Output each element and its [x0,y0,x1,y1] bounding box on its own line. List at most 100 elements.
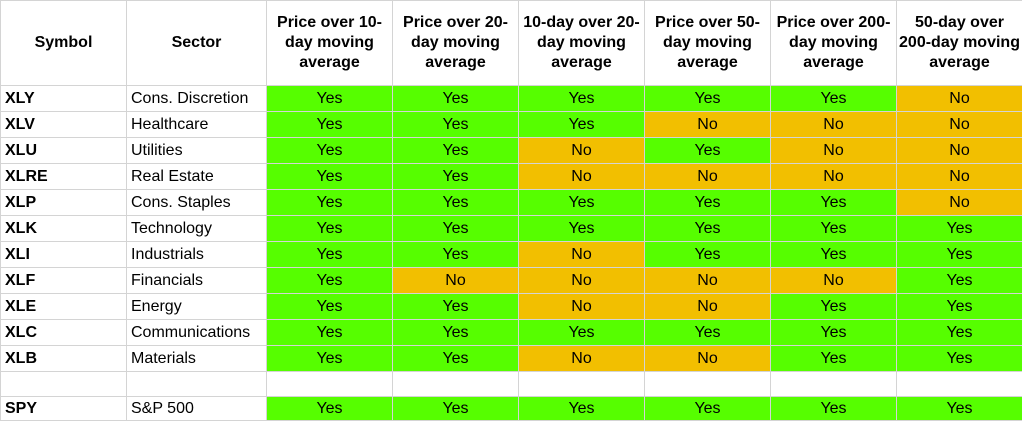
signal-cell[interactable]: Yes [518,111,645,138]
signal-cell[interactable]: Yes [392,137,519,164]
signal-cell[interactable]: No [518,267,645,294]
empty-cell[interactable] [896,371,1022,397]
signal-cell[interactable]: Yes [644,215,771,242]
signal-cell[interactable]: No [896,189,1022,216]
signal-cell[interactable]: No [896,111,1022,138]
sector-cell[interactable]: Healthcare [126,111,267,138]
signal-cell[interactable]: Yes [266,267,393,294]
symbol-cell[interactable]: XLK [0,215,127,242]
signal-cell[interactable]: No [644,267,771,294]
signal-cell[interactable]: Yes [392,163,519,190]
signal-cell[interactable]: Yes [392,345,519,372]
signal-cell[interactable]: Yes [392,85,519,112]
signal-cell[interactable]: No [644,111,771,138]
signal-cell[interactable]: Yes [392,215,519,242]
signal-cell[interactable]: Yes [518,189,645,216]
signal-cell[interactable]: Yes [392,241,519,268]
signal-cell[interactable]: No [644,163,771,190]
empty-cell[interactable] [770,371,897,397]
signal-cell[interactable]: Yes [266,189,393,216]
symbol-cell[interactable]: XLI [0,241,127,268]
symbol-cell[interactable]: XLB [0,345,127,372]
signal-cell[interactable]: Yes [266,293,393,320]
empty-cell[interactable] [266,371,393,397]
signal-cell[interactable]: Yes [770,189,897,216]
signal-cell[interactable]: Yes [770,85,897,112]
empty-cell[interactable] [392,371,519,397]
signal-cell[interactable]: Yes [266,215,393,242]
sector-cell[interactable]: S&P 500 [126,396,267,421]
empty-cell[interactable] [518,371,645,397]
signal-cell[interactable]: Yes [770,215,897,242]
signal-cell[interactable]: Yes [392,396,519,421]
signal-cell[interactable]: Yes [518,85,645,112]
signal-cell[interactable]: No [896,163,1022,190]
signal-cell[interactable]: Yes [266,396,393,421]
signal-cell[interactable]: No [770,163,897,190]
signal-cell[interactable]: Yes [644,319,771,346]
symbol-cell[interactable]: XLP [0,189,127,216]
empty-cell[interactable] [0,371,127,397]
signal-cell[interactable]: No [518,137,645,164]
sector-cell[interactable]: Materials [126,345,267,372]
symbol-cell[interactable]: XLRE [0,163,127,190]
sector-cell[interactable]: Technology [126,215,267,242]
sector-cell[interactable]: Financials [126,267,267,294]
signal-cell[interactable]: Yes [266,111,393,138]
signal-cell[interactable]: Yes [392,319,519,346]
signal-cell[interactable]: Yes [896,293,1022,320]
signal-cell[interactable]: Yes [266,137,393,164]
sector-cell[interactable]: Energy [126,293,267,320]
signal-cell[interactable]: Yes [770,241,897,268]
symbol-cell[interactable]: XLV [0,111,127,138]
signal-cell[interactable]: Yes [896,319,1022,346]
symbol-cell[interactable]: XLC [0,319,127,346]
sector-cell[interactable]: Cons. Staples [126,189,267,216]
signal-cell[interactable]: Yes [896,396,1022,421]
signal-cell[interactable]: Yes [770,345,897,372]
signal-cell[interactable]: No [896,137,1022,164]
signal-cell[interactable]: Yes [266,241,393,268]
signal-cell[interactable]: No [770,267,897,294]
signal-cell[interactable]: Yes [770,319,897,346]
symbol-cell[interactable]: SPY [0,396,127,421]
sector-cell[interactable]: Utilities [126,137,267,164]
empty-cell[interactable] [126,371,267,397]
signal-cell[interactable]: Yes [266,85,393,112]
signal-cell[interactable]: No [518,241,645,268]
signal-cell[interactable]: Yes [266,319,393,346]
signal-cell[interactable]: Yes [770,293,897,320]
symbol-cell[interactable]: XLY [0,85,127,112]
symbol-cell[interactable]: XLF [0,267,127,294]
signal-cell[interactable]: Yes [392,293,519,320]
signal-cell[interactable]: No [392,267,519,294]
signal-cell[interactable]: Yes [644,137,771,164]
signal-cell[interactable]: Yes [896,241,1022,268]
signal-cell[interactable]: Yes [518,215,645,242]
sector-cell[interactable]: Cons. Discretion [126,85,267,112]
signal-cell[interactable]: Yes [518,396,645,421]
signal-cell[interactable]: No [644,345,771,372]
sector-cell[interactable]: Communications [126,319,267,346]
signal-cell[interactable]: Yes [266,345,393,372]
signal-cell[interactable]: No [644,293,771,320]
signal-cell[interactable]: Yes [770,396,897,421]
signal-cell[interactable]: Yes [896,215,1022,242]
signal-cell[interactable]: Yes [644,396,771,421]
empty-cell[interactable] [644,371,771,397]
signal-cell[interactable]: Yes [518,319,645,346]
signal-cell[interactable]: Yes [644,241,771,268]
symbol-cell[interactable]: XLE [0,293,127,320]
signal-cell[interactable]: Yes [896,267,1022,294]
signal-cell[interactable]: No [518,345,645,372]
signal-cell[interactable]: No [518,293,645,320]
signal-cell[interactable]: Yes [644,189,771,216]
signal-cell[interactable]: Yes [392,111,519,138]
signal-cell[interactable]: Yes [644,85,771,112]
signal-cell[interactable]: Yes [392,189,519,216]
signal-cell[interactable]: No [896,85,1022,112]
signal-cell[interactable]: No [770,137,897,164]
sector-cell[interactable]: Industrials [126,241,267,268]
signal-cell[interactable]: No [518,163,645,190]
symbol-cell[interactable]: XLU [0,137,127,164]
